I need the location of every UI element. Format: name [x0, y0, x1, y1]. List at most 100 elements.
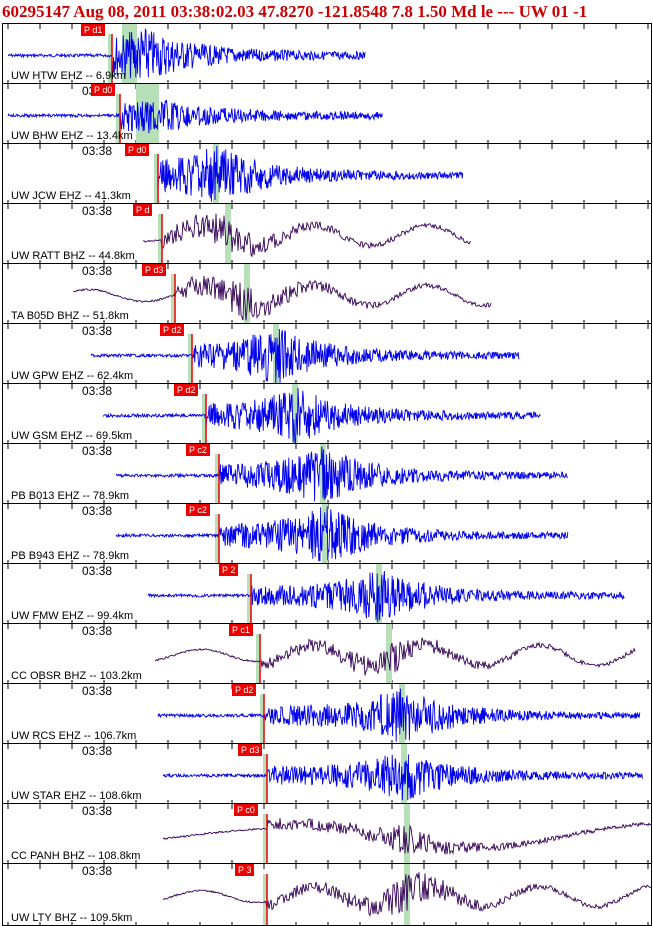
p-pick-label[interactable]: P 2 [219, 564, 239, 576]
seismogram-panel: 03:38 P c1 CC OBSR BHZ -- 103.2km [2, 623, 652, 684]
seismogram-panel: 03:38 P d0 UW JCW EHZ -- 41.3km [2, 143, 652, 204]
station-label: UW BHW EHZ -- 13.4km [11, 130, 133, 142]
waveform-trace [7, 28, 366, 79]
p-pick-label[interactable]: P c1 [229, 624, 253, 636]
p-pick-label[interactable]: P c2 [186, 504, 210, 516]
station-label: UW GSM EHZ -- 69.5km [11, 430, 133, 442]
p-phase-window [263, 874, 267, 925]
s-phase-window [401, 744, 407, 803]
waveform-plot [7, 144, 649, 203]
seismogram-panel: 03:38 P c0 CC PANH BHZ -- 108.8km [2, 803, 652, 864]
station-label: UW FMW EHZ -- 99.4km [11, 610, 134, 622]
station-label: UW STAR EHZ -- 108.6km [11, 790, 142, 802]
waveform-trace [162, 872, 651, 918]
panel-start-time: 03:38 [82, 444, 113, 458]
panel-start-time: 03:38 [82, 204, 113, 218]
panel-start-time: 03:38 [82, 564, 113, 578]
s-phase-window [244, 264, 250, 323]
seismogram-panel: 03:38 P d2 UW GPW EHZ -- 62.4km [2, 323, 652, 384]
s-phase-window [322, 504, 328, 563]
station-label: UW RCS EHZ -- 106.7km [11, 730, 137, 742]
p-phase-window [154, 154, 158, 203]
waveform-trace [115, 506, 569, 562]
p-pick-label[interactable]: P d [133, 204, 153, 216]
waveform-plot [7, 264, 649, 323]
p-pick-label[interactable]: P d0 [125, 144, 150, 156]
seismogram-panel: 03:38 P d UW RATT BHZ -- 44.8km [2, 203, 652, 264]
waveform-trace [142, 213, 472, 258]
waveform-plot [7, 444, 649, 503]
p-pick-label[interactable]: P d3 [142, 264, 167, 276]
s-phase-window [386, 624, 392, 683]
waveform-plot [7, 624, 649, 683]
panel-start-time: 03:38 [82, 684, 113, 698]
panel-start-time: 03:38 [82, 804, 113, 818]
p-pick-label[interactable]: P d1 [81, 24, 106, 36]
s-phase-window [136, 84, 159, 143]
waveform-trace [157, 688, 641, 742]
p-phase-window [188, 334, 192, 383]
station-label: PB B943 EHZ -- 78.9km [11, 550, 129, 562]
p-phase-window [215, 454, 219, 503]
waveform-plot [7, 744, 649, 803]
p-phase-window [202, 394, 206, 443]
seismogram-panel: 03:38 P 2 UW FMW EHZ -- 99.4km [2, 563, 652, 624]
station-label: TA B05D BHZ -- 51.8km [11, 310, 129, 322]
seismogram-panel: 03:38 P d3 UW STAR EHZ -- 108.6km [2, 743, 652, 804]
p-pick-label[interactable]: P 3 [235, 864, 255, 876]
p-phase-window [108, 34, 112, 83]
station-label: UW RATT BHZ -- 44.8km [11, 250, 135, 262]
waveform-trace [90, 328, 520, 383]
waveform-plot [7, 204, 649, 263]
waveform-plot [7, 24, 649, 83]
panel-start-time: 03:38 [82, 864, 113, 878]
station-label: PB B013 EHZ -- 78.9km [11, 490, 129, 502]
panel-start-time: 03:38 [82, 744, 113, 758]
event-header: 60295147 Aug 08, 2011 03:38:02.03 47.827… [2, 2, 588, 21]
p-pick-label[interactable]: P d0 [91, 84, 116, 96]
waveform-plot [7, 324, 649, 383]
waveform-plot [7, 504, 649, 563]
seismogram-panel: 03:38 P 3 UW LTY BHZ -- 109.5km [2, 863, 652, 926]
seismogram-panel: 03:38 P d3 TA B05D BHZ -- 51.8km [2, 263, 652, 324]
station-label: CC PANH BHZ -- 108.8km [11, 850, 141, 862]
panel-start-time: 03:38 [82, 384, 113, 398]
station-label: UW JCW EHZ -- 41.3km [11, 190, 131, 202]
seismogram-panel: 03:38 P d2 UW GSM EHZ -- 69.5km [2, 383, 652, 444]
waveform-trace [162, 754, 643, 801]
waveform-trace [157, 145, 464, 202]
station-label: UW HTW EHZ -- 6.9km [11, 70, 126, 82]
waveform-trace [72, 275, 492, 321]
p-phase-window [256, 634, 260, 683]
panel-start-time: 03:38 [82, 264, 113, 278]
waveform-plot [7, 564, 649, 623]
waveform-plot [7, 804, 651, 863]
panel-start-time: 03:38 [82, 504, 113, 518]
p-phase-window [247, 574, 251, 623]
p-pick-label[interactable]: P d2 [160, 324, 185, 336]
p-phase-window [215, 514, 219, 563]
p-pick-label[interactable]: P d3 [238, 744, 263, 756]
p-pick-label[interactable]: P d2 [174, 384, 199, 396]
s-phase-window [273, 324, 279, 383]
p-phase-window [263, 754, 267, 803]
waveform-plot [7, 864, 651, 925]
p-pick-label[interactable]: P c0 [234, 804, 258, 816]
panel-start-time: 03:38 [82, 324, 113, 338]
station-label: UW GPW EHZ -- 62.4km [11, 370, 134, 382]
p-pick-label[interactable]: P d2 [232, 684, 257, 696]
seismogram-panel: 03:38 P c2 PB B013 EHZ -- 78.9km [2, 443, 652, 504]
p-phase-window [171, 274, 175, 323]
panel-start-time: 03:38 [82, 624, 113, 638]
panel-start-time: 03:38 [82, 144, 113, 158]
station-label: CC OBSR BHZ -- 103.2km [11, 670, 142, 682]
p-phase-window [158, 214, 162, 263]
p-phase-window [263, 814, 267, 863]
waveform-plot [7, 384, 649, 443]
waveform-trace [147, 570, 625, 623]
p-pick-label[interactable]: P c2 [186, 444, 210, 456]
s-phase-window [404, 804, 410, 863]
